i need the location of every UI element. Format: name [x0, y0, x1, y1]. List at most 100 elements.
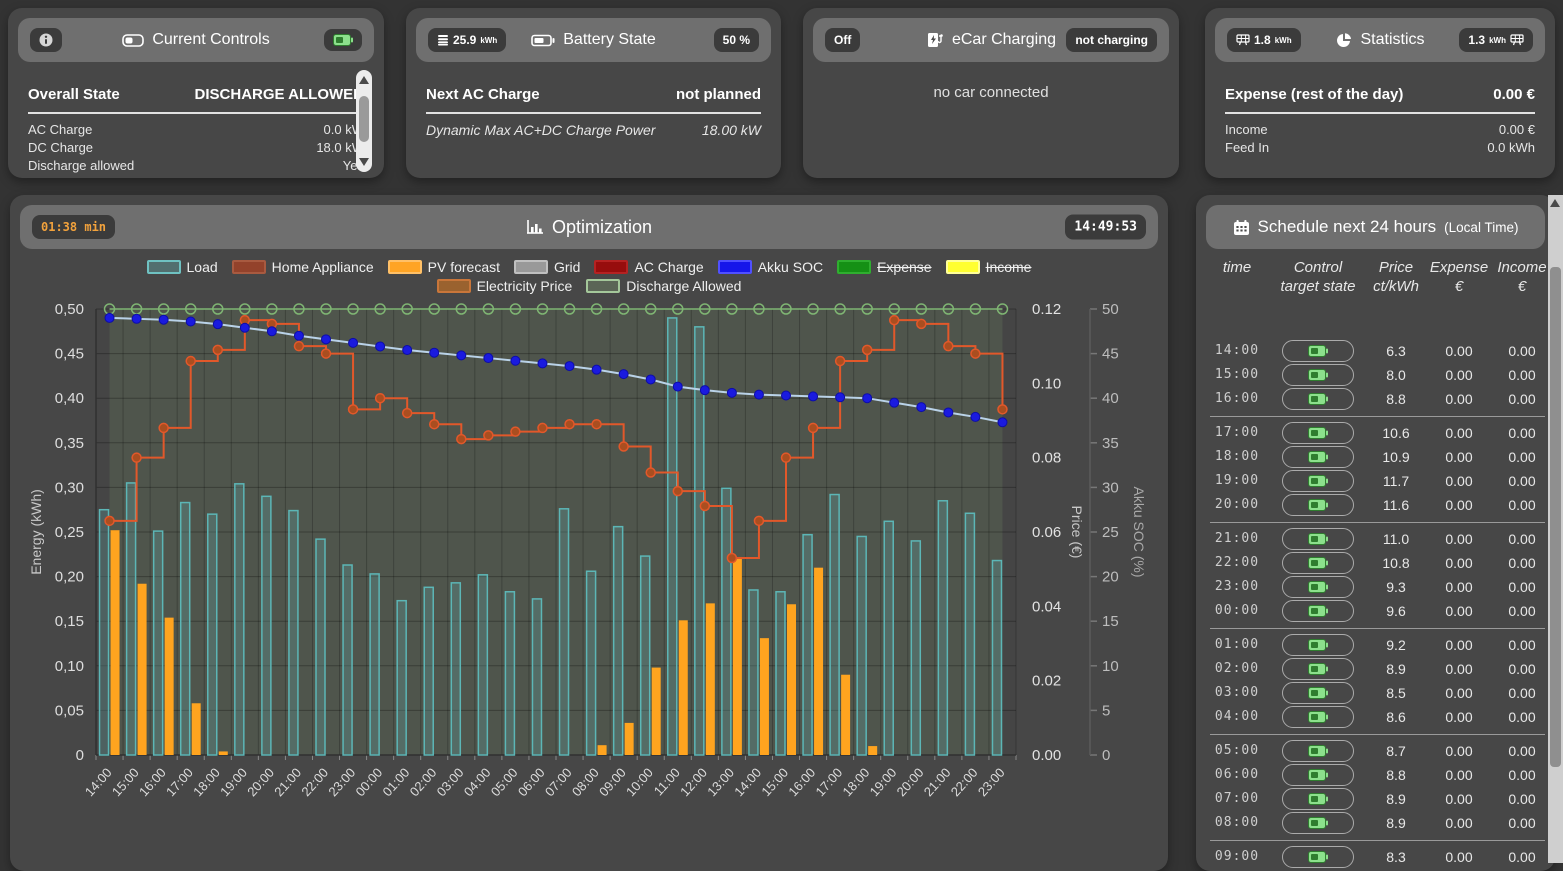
schedule-price: 8.8 — [1386, 390, 1406, 407]
control-target-toggle-button[interactable] — [1282, 339, 1354, 362]
legend-item-electricity-price[interactable]: Electricity Price — [436, 278, 572, 294]
schedule-price: 8.0 — [1386, 366, 1406, 383]
legend-label: PV forecast — [427, 259, 500, 275]
scroll-thumb[interactable] — [359, 96, 369, 142]
legend-item-discharge-allowed[interactable]: Discharge Allowed — [586, 278, 741, 294]
energy-tick-label: 0,05 — [55, 702, 84, 719]
x-tick-label: 17:00 — [812, 765, 845, 799]
overall-state-value: DISCHARGE ALLOWED — [194, 86, 364, 103]
master-toggle-button[interactable] — [324, 29, 362, 51]
schedule-time: 14:00 — [1214, 343, 1260, 358]
price-tick-label: 0.10 — [1032, 375, 1061, 392]
electricity-price-point — [374, 392, 386, 404]
akku-soc-point — [808, 391, 819, 402]
x-tick-label: 19:00 — [867, 765, 900, 799]
x-tick-label: 16:00 — [136, 765, 169, 799]
control-target-toggle-button[interactable] — [1282, 469, 1354, 492]
control-target-toggle-button[interactable] — [1282, 787, 1354, 810]
load-bar — [234, 483, 245, 756]
control-target-toggle-button[interactable] — [1282, 527, 1354, 550]
energy-tick-label: 0,35 — [55, 435, 84, 452]
legend-item-grid[interactable]: Grid — [514, 259, 580, 275]
scroll-down-icon[interactable] — [359, 158, 369, 166]
legend-item-income[interactable]: Income — [945, 259, 1031, 275]
discharge-allowed-point — [888, 303, 900, 315]
schedule-time: 22:00 — [1214, 555, 1260, 570]
control-target-toggle-button[interactable] — [1282, 551, 1354, 574]
schedule-column-header: time — [1222, 259, 1252, 276]
schedule-expense: 0.00 — [1445, 578, 1473, 595]
info-button[interactable] — [30, 28, 62, 52]
electricity-price-point — [807, 422, 819, 434]
row-label: DC Charge — [28, 140, 94, 156]
load-bar — [585, 570, 597, 756]
load-bar — [612, 525, 624, 756]
schedule-column-header: Expense € — [1429, 259, 1489, 295]
window-scrollbar[interactable] — [1548, 195, 1563, 863]
schedule-price: 11.0 — [1382, 530, 1410, 547]
load-bar — [775, 591, 786, 756]
load-bar — [856, 535, 867, 756]
x-tick-label: 19:00 — [217, 765, 250, 799]
control-target-toggle-button[interactable] — [1282, 387, 1354, 410]
discharge-allowed-point — [590, 303, 603, 315]
control-target-toggle-button[interactable] — [1282, 363, 1354, 386]
control-target-toggle-button[interactable] — [1282, 493, 1354, 516]
control-target-toggle-button[interactable] — [1282, 811, 1354, 834]
next-ac-charge-label: Next AC Charge — [426, 86, 540, 103]
scroll-thumb[interactable] — [1550, 267, 1561, 767]
electricity-price-point — [699, 500, 711, 512]
soc-tick-label: 0 — [1102, 747, 1110, 764]
schedule-row: 08:00 8.9 0.00 0.00 — [1204, 811, 1551, 835]
load-bar — [125, 482, 137, 756]
card-scrollbar[interactable] — [356, 70, 372, 172]
legend-item-load[interactable]: Load — [146, 259, 218, 275]
control-target-toggle-button[interactable] — [1282, 705, 1354, 728]
row-value: 18.00 kW — [701, 122, 761, 138]
control-target-toggle-button[interactable] — [1282, 739, 1354, 762]
divider — [28, 112, 364, 114]
legend-swatch — [594, 260, 629, 274]
control-target-toggle-button[interactable] — [1282, 421, 1354, 444]
x-tick-label: 06:00 — [515, 765, 548, 799]
control-target-toggle-button[interactable] — [1282, 845, 1354, 868]
group-divider — [1210, 627, 1545, 629]
schedule-time: 02:00 — [1214, 661, 1260, 676]
elapsed-time-badge: 01:38 min — [32, 215, 116, 239]
soc-tick-label: 15 — [1102, 613, 1119, 630]
schedule-price: 9.3 — [1386, 578, 1406, 595]
soc-tick-label: 10 — [1102, 658, 1119, 675]
scroll-up-icon[interactable] — [359, 76, 369, 84]
load-bar — [721, 487, 732, 756]
discharge-allowed-point — [996, 303, 1009, 315]
control-target-toggle-button[interactable] — [1282, 633, 1354, 656]
discharge-allowed-point — [482, 303, 495, 315]
schedule-row: 01:00 9.2 0.00 0.00 — [1204, 633, 1551, 657]
x-tick-label: 20:00 — [244, 765, 277, 799]
control-target-toggle-button[interactable] — [1282, 681, 1354, 704]
pv-forecast-bar — [651, 667, 661, 755]
akku-soc-line — [109, 316, 1003, 424]
legend-item-home-appliance[interactable]: Home Appliance — [231, 259, 374, 275]
control-target-toggle-button[interactable] — [1282, 657, 1354, 680]
discharge-allowed-point — [374, 303, 386, 315]
price-tick-label: 0.00 — [1032, 747, 1061, 764]
electricity-price-point — [185, 355, 196, 367]
control-target-toggle-button[interactable] — [1282, 599, 1354, 622]
pv-today-value: 1.8 — [1254, 33, 1271, 47]
legend-item-ac-charge[interactable]: AC Charge — [594, 259, 704, 275]
x-tick-label: 12:00 — [677, 765, 710, 799]
legend-item-pv-forecast[interactable]: PV forecast — [387, 259, 500, 275]
schedule-price: 8.5 — [1386, 684, 1406, 701]
legend-swatch — [514, 260, 548, 274]
legend-item-akku-soc[interactable]: Akku SOC — [717, 259, 823, 275]
x-tick-label: 07:00 — [542, 765, 575, 799]
discharge-allowed-point — [753, 303, 765, 315]
control-target-toggle-button[interactable] — [1282, 445, 1354, 468]
control-target-toggle-button[interactable] — [1282, 763, 1354, 786]
row-label: AC Charge — [28, 122, 93, 137]
discharge-allowed-point — [347, 303, 359, 315]
legend-item-expense[interactable]: Expense — [837, 259, 932, 275]
scroll-up-icon[interactable] — [1550, 199, 1560, 207]
control-target-toggle-button[interactable] — [1282, 575, 1354, 598]
